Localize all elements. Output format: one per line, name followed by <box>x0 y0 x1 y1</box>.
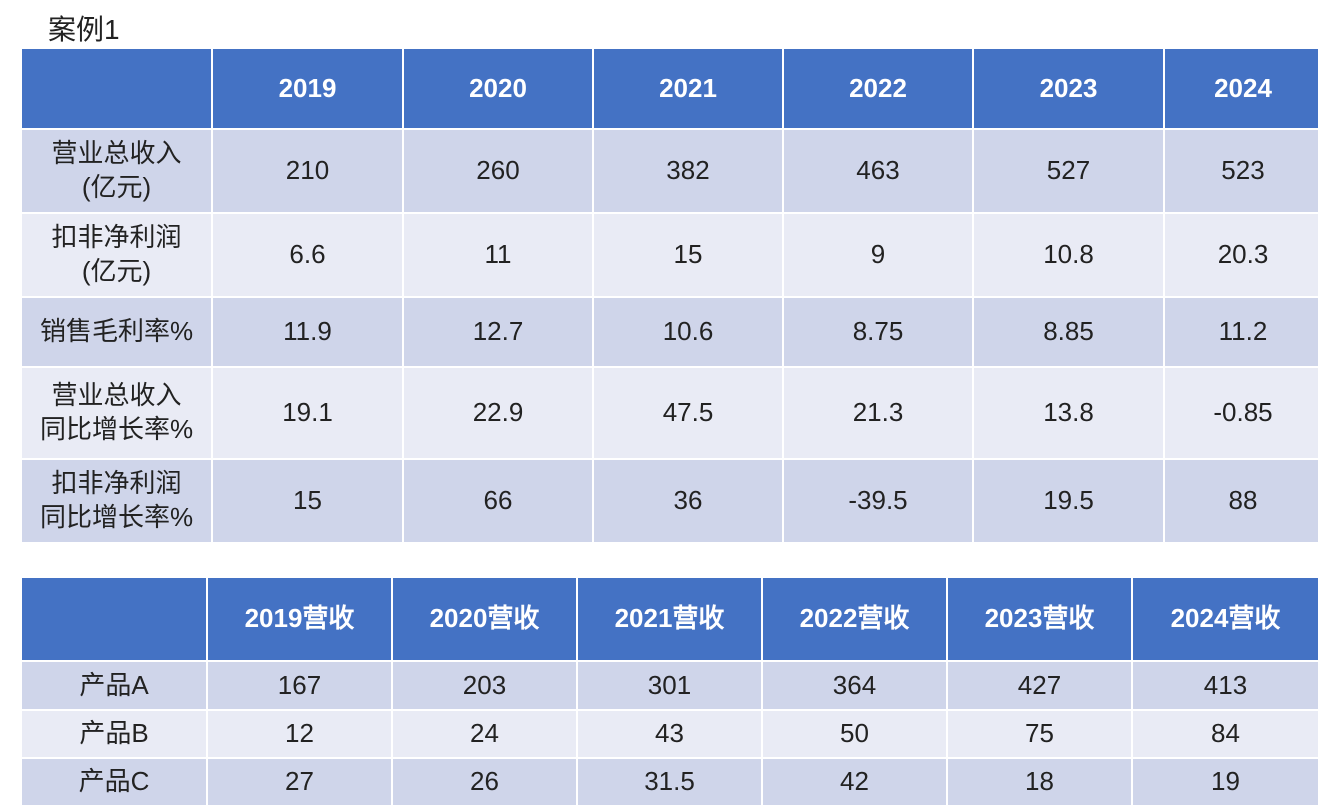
financial-summary-table: 2019 2020 2021 2022 2023 2024 营业总收入 (亿元) 210 260… <box>22 49 1318 542</box>
column-header: 2020 <box>404 49 592 128</box>
table-cell: 9 <box>784 214 972 296</box>
table-cell: 12.7 <box>404 298 592 366</box>
table-cell: 24 <box>393 711 576 757</box>
row-label: 产品C <box>22 759 206 805</box>
table-cell: 203 <box>393 662 576 709</box>
column-header: 2019营收 <box>208 578 391 660</box>
product-revenue-table: 2019营收 2020营收 2021营收 2022营收 2023营收 2024营收 产品A 1… <box>22 578 1318 805</box>
table-cell: 18 <box>948 759 1131 805</box>
table-cell: 11.9 <box>213 298 402 366</box>
row-label: 产品B <box>22 711 206 757</box>
table-cell: 364 <box>763 662 946 709</box>
table-cell: 13.8 <box>974 368 1163 458</box>
row-label: 销售毛利率% <box>22 298 211 366</box>
table-cell: 11.2 <box>1165 298 1318 366</box>
table-cell: 21.3 <box>784 368 972 458</box>
table-cell: 527 <box>974 130 1163 212</box>
table-cell: 42 <box>763 759 946 805</box>
column-header: 2021 <box>594 49 782 128</box>
table-cell: 167 <box>208 662 391 709</box>
table-cell: 427 <box>948 662 1131 709</box>
table-cell: 84 <box>1133 711 1318 757</box>
column-header: 2021营收 <box>578 578 761 660</box>
table-cell: 15 <box>213 460 402 542</box>
table-cell: 413 <box>1133 662 1318 709</box>
table-cell: -39.5 <box>784 460 972 542</box>
table-cell: 66 <box>404 460 592 542</box>
table-cell: 47.5 <box>594 368 782 458</box>
table-cell: 10.6 <box>594 298 782 366</box>
table-cell: 31.5 <box>578 759 761 805</box>
column-header: 2023 <box>974 49 1163 128</box>
column-header: 2023营收 <box>948 578 1131 660</box>
table-cell: 8.75 <box>784 298 972 366</box>
table-cell: 22.9 <box>404 368 592 458</box>
column-header: 2024营收 <box>1133 578 1318 660</box>
table-cell: 88 <box>1165 460 1318 542</box>
table-cell: 20.3 <box>1165 214 1318 296</box>
column-header: 2020营收 <box>393 578 576 660</box>
table-cell: 27 <box>208 759 391 805</box>
table-cell: 523 <box>1165 130 1318 212</box>
table-cell: 15 <box>594 214 782 296</box>
table-cell: 463 <box>784 130 972 212</box>
header-corner-cell <box>22 578 206 660</box>
column-header: 2022营收 <box>763 578 946 660</box>
table-cell: 19 <box>1133 759 1318 805</box>
column-header: 2022 <box>784 49 972 128</box>
table-cell: 8.85 <box>974 298 1163 366</box>
header-corner-cell <box>22 49 211 128</box>
page-title: 案例1 <box>48 14 120 45</box>
column-header: 2019 <box>213 49 402 128</box>
table-cell: 43 <box>578 711 761 757</box>
row-label: 扣非净利润 (亿元) <box>22 214 211 296</box>
table-cell: 11 <box>404 214 592 296</box>
table-cell: 301 <box>578 662 761 709</box>
row-label: 扣非净利润 同比增长率% <box>22 460 211 542</box>
table-cell: 210 <box>213 130 402 212</box>
table-cell: -0.85 <box>1165 368 1318 458</box>
table-cell: 19.1 <box>213 368 402 458</box>
table-cell: 75 <box>948 711 1131 757</box>
table-cell: 10.8 <box>974 214 1163 296</box>
row-label: 营业总收入 (亿元) <box>22 130 211 212</box>
table-cell: 6.6 <box>213 214 402 296</box>
table-cell: 50 <box>763 711 946 757</box>
table-cell: 12 <box>208 711 391 757</box>
column-header: 2024 <box>1165 49 1318 128</box>
table-cell: 26 <box>393 759 576 805</box>
table-cell: 260 <box>404 130 592 212</box>
table-cell: 36 <box>594 460 782 542</box>
table-cell: 382 <box>594 130 782 212</box>
table-cell: 19.5 <box>974 460 1163 542</box>
row-label: 营业总收入 同比增长率% <box>22 368 211 458</box>
row-label: 产品A <box>22 662 206 709</box>
